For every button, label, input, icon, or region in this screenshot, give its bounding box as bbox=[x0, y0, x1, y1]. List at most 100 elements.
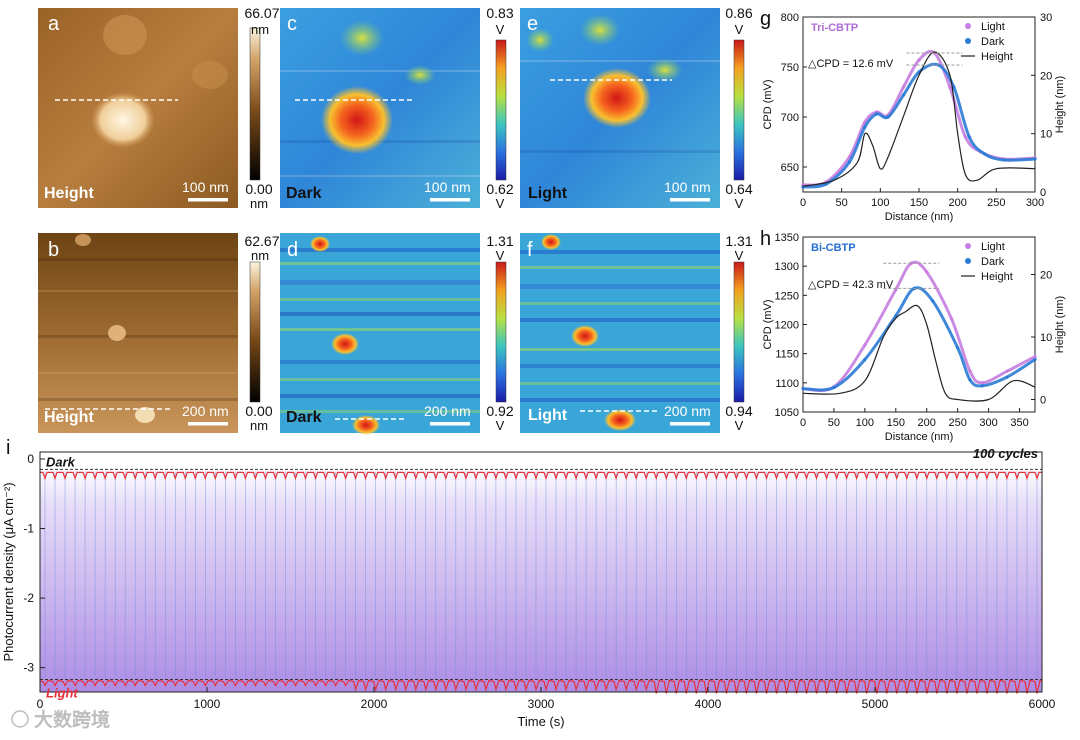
x-tick-label: 200 bbox=[918, 417, 936, 429]
data-point-dark bbox=[952, 85, 956, 89]
colorbar-unit-bottom-f: V bbox=[735, 418, 744, 433]
data-point-light bbox=[863, 120, 867, 124]
data-point-light bbox=[925, 270, 929, 274]
y-tick-label: 1050 bbox=[775, 407, 799, 419]
series-line-dark bbox=[801, 62, 1037, 189]
y-tick-label: 1350 bbox=[775, 232, 799, 244]
y-axis-label: Photocurrent density (μA cm⁻²) bbox=[1, 482, 16, 661]
image-label-e: Light bbox=[528, 185, 568, 202]
watermark: 大数跨境 bbox=[11, 708, 110, 731]
colorbar-unit-bottom-d: V bbox=[496, 418, 505, 433]
dark-label: Dark bbox=[46, 454, 76, 469]
data-point-light bbox=[949, 317, 954, 321]
colorbar-max-e: 0.86 bbox=[725, 5, 752, 21]
y-tick-label: 1200 bbox=[775, 320, 799, 332]
panel-letter: g bbox=[760, 8, 771, 30]
x-tick-label: 200 bbox=[948, 197, 966, 209]
data-point-dark bbox=[1033, 357, 1037, 362]
hotspot-d3 bbox=[352, 415, 380, 435]
x-tick-label: 250 bbox=[987, 197, 1005, 209]
y2-tick-label: 0 bbox=[1040, 395, 1046, 407]
particle-blob-a2 bbox=[103, 15, 147, 55]
panel-letter: i bbox=[6, 437, 10, 459]
colorbar-e bbox=[733, 39, 745, 181]
y-tick-label: 700 bbox=[781, 112, 799, 124]
y-tick-label: -2 bbox=[23, 591, 34, 605]
particle-hill-a bbox=[91, 92, 155, 148]
delta-cpd-annotation: △CPD = 12.6 mV bbox=[808, 58, 894, 70]
colorbar-c bbox=[495, 39, 507, 181]
y-axis-label: CPD (mV) bbox=[762, 79, 774, 129]
chart-h-bi-cbtp: 0 50 100 150 200 250 300 3501050110011501200125… bbox=[760, 228, 1066, 443]
x-tick-label: 300 bbox=[979, 417, 997, 429]
panel-letter-b: b bbox=[48, 239, 59, 261]
x-tick-label: 1000 bbox=[194, 697, 221, 711]
y2-tick-label: 20 bbox=[1040, 270, 1052, 282]
watermark-logo-icon bbox=[11, 710, 29, 728]
y-tick-label: 1250 bbox=[775, 290, 799, 302]
colorbar-max-f: 1.31 bbox=[725, 233, 752, 249]
x-tick-label: 50 bbox=[836, 197, 848, 209]
x-tick-label: 300 bbox=[1026, 197, 1044, 209]
image-label-d: Dark bbox=[286, 409, 322, 426]
colorbar-unit-bottom-b: nm bbox=[250, 418, 268, 433]
y2-tick-label: 30 bbox=[1040, 12, 1052, 24]
data-point-dark bbox=[968, 378, 972, 382]
light-current-trace bbox=[40, 679, 1043, 694]
data-point-dark bbox=[983, 152, 987, 156]
data-point-dark bbox=[847, 160, 852, 164]
series-line-height bbox=[802, 304, 1036, 402]
data-point-dark bbox=[886, 115, 890, 119]
y-tick-label: 1100 bbox=[775, 378, 799, 390]
chart-g-tri-cbtp: 0 50 100 150 200 250 300 650 700 750 800 0 10 20 30 Dis… bbox=[760, 8, 1066, 223]
x-tick-label: 0 bbox=[800, 417, 806, 429]
x-tick-label: 6000 bbox=[1029, 697, 1056, 711]
x-tick-label: 350 bbox=[1010, 417, 1028, 429]
y-tick-label: 0 bbox=[27, 452, 34, 466]
scan-streaks-e bbox=[520, 60, 720, 153]
panel-a: a Height 100 nm 66.07 nm 0.00 nm bbox=[38, 5, 280, 211]
legend-swatch-light bbox=[965, 243, 971, 249]
image-label-f: Light bbox=[528, 407, 568, 424]
x-tick-label: 4000 bbox=[695, 697, 722, 711]
x-tick-label: 150 bbox=[910, 197, 928, 209]
dark-current-trace bbox=[40, 471, 1042, 481]
colorbar-unit-top-c: V bbox=[496, 22, 505, 37]
legend-swatch-dark bbox=[965, 258, 971, 264]
hotspot-f2 bbox=[571, 325, 599, 347]
data-point-dark bbox=[901, 93, 906, 97]
legend-label-dark: Dark bbox=[981, 36, 1005, 48]
data-point-light bbox=[1005, 369, 1009, 373]
colorbar-max-a: 66.07 bbox=[244, 5, 279, 21]
scan-streaks-b bbox=[38, 258, 238, 401]
data-point-dark bbox=[863, 125, 867, 129]
y-tick-label: 1150 bbox=[775, 349, 799, 361]
colorbar-min-a: 0.00 bbox=[245, 181, 272, 197]
image-label-b: Height bbox=[44, 409, 94, 426]
colorbar-unit-bottom-e: V bbox=[735, 196, 744, 211]
y2-tick-label: 10 bbox=[1040, 332, 1052, 344]
x-tick-label: 0 bbox=[37, 697, 44, 711]
scalebar-text-e: 100 nm bbox=[664, 179, 711, 195]
legend-label-light: Light bbox=[981, 21, 1005, 33]
colorbar-min-c: 0.62 bbox=[486, 181, 513, 197]
colorbar-max-c: 0.83 bbox=[486, 5, 513, 21]
hotspot-c bbox=[321, 86, 393, 154]
x-axis-label: Time (s) bbox=[517, 714, 564, 729]
data-point-light bbox=[963, 135, 968, 139]
particle-blob-a3 bbox=[192, 61, 228, 89]
x-tick-label: 3000 bbox=[528, 697, 555, 711]
kpfm-image-d bbox=[280, 233, 480, 433]
warm-region-e2 bbox=[647, 58, 683, 82]
y-tick-label: 650 bbox=[781, 162, 799, 174]
colorbar-min-b: 0.00 bbox=[245, 403, 272, 419]
panel-c: c Dark 100 nm 0.83 V 0.62 V bbox=[280, 5, 514, 211]
data-point-light bbox=[948, 85, 952, 89]
legend-label-light: Light bbox=[981, 241, 1005, 253]
colorbar-max-b: 62.67 bbox=[244, 233, 279, 249]
warm-region-e3 bbox=[526, 28, 554, 52]
panel-letter: h bbox=[760, 228, 771, 250]
photocurrent-fill-area bbox=[40, 469, 1042, 692]
data-point-light bbox=[863, 343, 867, 347]
y-tick-label: 1300 bbox=[775, 261, 799, 273]
